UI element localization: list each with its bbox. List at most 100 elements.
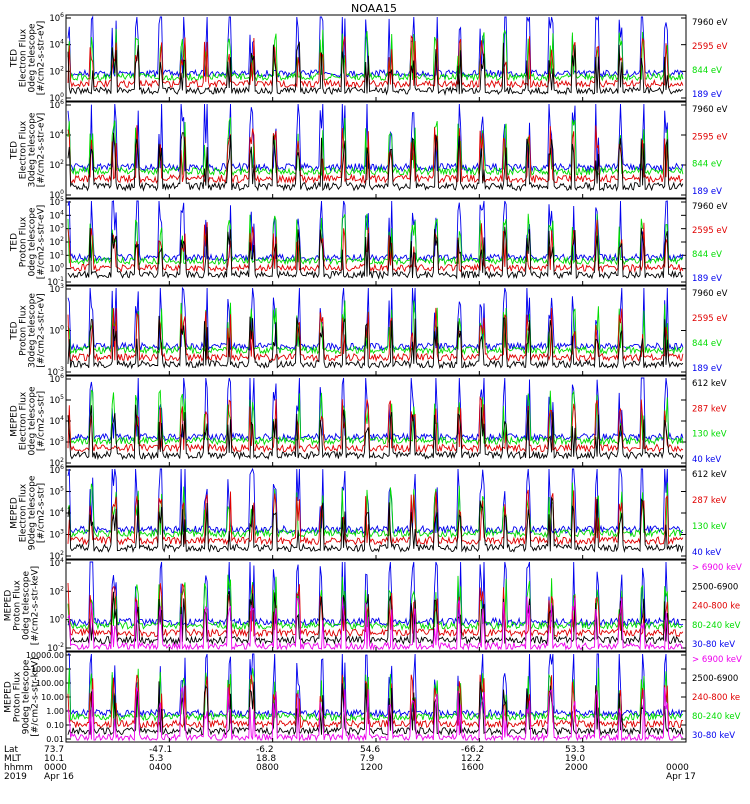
series-trace-black — [67, 404, 684, 461]
y-axis-label-line: 0deg telescope — [28, 207, 38, 277]
y-axis-label-line: MEPED — [10, 497, 20, 529]
legend-entry: 2595 eV — [692, 226, 728, 236]
y-axis-label-line: [#/cm2-s-str-eV] — [37, 205, 47, 280]
y-tick-label: 103 — [49, 223, 64, 235]
legend-entry: 2500-6900 — [692, 674, 738, 684]
y-axis-label: MEPEDElectron Flux90deg telescope[#/cm2-… — [10, 475, 47, 550]
y-axis-label: MEPEDProton Flux0deg telescope[#/cm2-s-s… — [4, 566, 41, 645]
legend-entry: 287 keV — [692, 404, 727, 414]
y-tick-label: 100 — [49, 92, 64, 104]
y-tick-label: 102 — [49, 65, 64, 77]
x-tick-label: 12.2 — [461, 754, 481, 764]
y-tick-label: 100 — [49, 263, 64, 275]
x-tick-label: 1200 — [360, 763, 383, 773]
x-row-label: MLT — [4, 754, 22, 764]
series-trace-red — [67, 674, 683, 730]
y-axis-label: MEPEDProton Flux90deg telescope[#/cm2-s-… — [4, 657, 41, 736]
series-trace-black — [67, 41, 683, 96]
legend-entry: 189 eV — [692, 364, 722, 374]
y-axis-label-line: [#/cm2-s-str] — [37, 483, 47, 543]
series-trace-magenta — [67, 687, 683, 742]
x-tick-label: 2000 — [565, 763, 588, 773]
y-axis-label-line: Proton Flux — [19, 305, 29, 356]
series-trace-green — [67, 28, 684, 82]
x-tick-label: 0400 — [149, 763, 172, 773]
y-axis-label-line: TED — [10, 233, 20, 252]
y-axis-label-line: [#/cm2-s-str] — [37, 391, 47, 451]
legend-entry: 80-240 keV — [692, 712, 741, 722]
y-axis-label-line: Proton Flux — [13, 580, 23, 631]
y-tick-label: 10000.00 — [26, 651, 64, 660]
y-tick-label: 102 — [49, 159, 64, 171]
series-trace-green — [67, 667, 684, 722]
y-axis-label-line: 90deg telescope — [28, 475, 38, 550]
y-tick-label: 102 — [49, 457, 64, 469]
panel-frame — [65, 559, 687, 652]
y-axis-label-line: [#/cm2-s-str-keV] — [31, 566, 41, 645]
y-axis-label: TEDProton Flux30deg telescope[#/cm2-s-st… — [10, 293, 47, 368]
panel-7: 104 102 100 10-2 MEPEDProton Flux0deg telesc… — [4, 557, 743, 654]
series-trace-green — [67, 574, 684, 631]
panel-frame — [65, 198, 687, 286]
legend-entry: 2595 eV — [692, 132, 728, 142]
series-trace-red — [67, 489, 684, 546]
x-tick-label: 18.8 — [256, 754, 276, 764]
legend-entry: 189 eV — [692, 274, 722, 284]
legend-entry: 189 eV — [692, 187, 722, 197]
series-trace-blue — [67, 103, 684, 173]
y-axis-label-line: 30deg telescope — [28, 293, 38, 368]
legend-entry: 30-80 keV — [692, 640, 735, 650]
y-tick-label: 104 — [49, 209, 64, 221]
legend-entry: > 6900 keV — [692, 563, 742, 573]
y-axis-label-line: [#/cm2-s-str-eV] — [37, 21, 47, 96]
y-tick-label: 102 — [49, 585, 64, 597]
series-trace-blue — [68, 653, 684, 719]
legend-entry: 612 keV — [692, 379, 727, 389]
y-axis-label: MEPEDElectron Flux0deg telescope[#/cm2-s… — [10, 386, 47, 456]
series-trace-green — [67, 213, 684, 266]
x-tick-label: 0000 — [44, 763, 67, 773]
y-tick-label: 106 — [49, 373, 64, 385]
y-axis-label-line: MEPED — [4, 590, 14, 622]
y-axis-label-line: Electron Flux — [19, 483, 29, 542]
y-tick-label: 100 — [49, 325, 64, 337]
x-tick-label: 53.3 — [565, 745, 585, 755]
y-axis-label-line: Electron Flux — [19, 391, 29, 450]
legend-entry: 844 eV — [692, 160, 722, 170]
series-trace-black — [67, 681, 684, 737]
x-tick-label: 1600 — [461, 763, 484, 773]
x-row-label: Lat — [4, 745, 19, 755]
series-trace-blue — [67, 561, 684, 627]
x-tick-label: 5.3 — [149, 754, 163, 764]
panel-frame — [65, 651, 687, 743]
legend-entry: 30-80 keV — [692, 731, 735, 741]
y-tick-label: 103 — [49, 529, 64, 541]
y-tick-label: 104 — [49, 507, 64, 519]
y-tick-label: 10.00 — [41, 693, 64, 702]
x-tick-label: -66.2 — [461, 745, 484, 755]
legend-entry: 844 eV — [692, 250, 722, 260]
series-trace-black — [67, 226, 684, 280]
series-trace-red — [67, 307, 684, 363]
series-trace-black — [67, 315, 684, 370]
legend-entry: 844 eV — [692, 66, 722, 76]
panels-group: 106 104 102 100 TED Electron Flux 0deg telesco… — [4, 12, 743, 744]
y-tick-label: 0.10 — [46, 721, 64, 730]
legend-entry: 7960 eV — [692, 202, 728, 212]
series-trace-red — [67, 34, 684, 89]
y-axis-label-line: TED — [10, 141, 20, 160]
legend-entry: 240-800 ke — [692, 693, 740, 703]
figure-title: NOAA15 — [351, 2, 397, 15]
y-axis-label: TEDProton Flux0deg telescope[#/cm2-s-str… — [10, 205, 47, 280]
x-row-label: hhmm — [4, 763, 33, 773]
y-tick-label: 101 — [49, 249, 64, 261]
y-tick-label: 100 — [49, 614, 64, 626]
y-axis-label: TEDElectron Flux30deg telescope[#/cm2-s-… — [10, 112, 47, 187]
y-tick-label: 1.00 — [46, 707, 64, 716]
series-trace-red — [67, 396, 684, 453]
x-tick-label: 7.9 — [360, 754, 375, 764]
series-trace-black — [67, 590, 684, 646]
x-tick-label: Apr 16 — [44, 772, 74, 782]
